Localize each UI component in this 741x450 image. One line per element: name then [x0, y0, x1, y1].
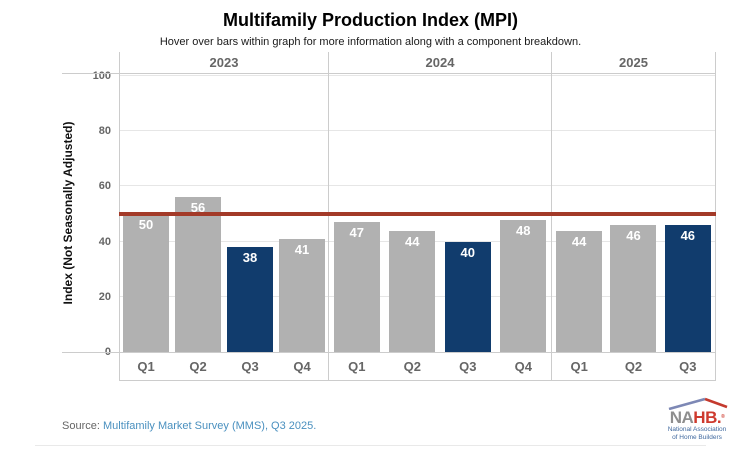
- bar-section-2023: 50 56 38 41: [119, 74, 328, 352]
- nahb-logo: NAHB.® National Association of Home Buil…: [656, 396, 738, 442]
- gridline-80: [119, 130, 716, 132]
- year-label-2024: 2024: [425, 55, 455, 70]
- bar-slot: 40: [440, 74, 496, 352]
- bar-value-label: 40: [460, 244, 475, 260]
- nahb-tagline: National Association of Home Builders: [656, 426, 738, 442]
- bar-2023-Q4[interactable]: 41: [279, 238, 325, 352]
- xlabel-slot: Q2: [385, 353, 441, 380]
- bar-2025-Q2[interactable]: 46: [610, 225, 657, 352]
- year-section-2023: 2023: [119, 52, 328, 73]
- bar-2024-Q4[interactable]: 48: [500, 219, 547, 352]
- xlabel-section-2023: Q1 Q2 Q3 Q4: [119, 353, 328, 380]
- nahb-roof-icon: [668, 397, 728, 410]
- gridline-100: [119, 75, 716, 76]
- bar-2024-Q3[interactable]: 40: [444, 241, 491, 352]
- year-header-row: 2023 2024 2025: [119, 52, 716, 73]
- bar-value-label: 44: [571, 233, 587, 249]
- bar-slot: 41: [276, 74, 328, 352]
- bar-slot: 56: [172, 74, 224, 352]
- x-tick-label-2025-Q3: Q3: [679, 359, 697, 374]
- axis-line-top-extension: [62, 73, 119, 74]
- xlabel-slot: Q3: [440, 353, 496, 380]
- bar-sections: 50 56 38 41 47 44 40 48 44 46 46: [119, 74, 716, 352]
- x-tick-label-2025-Q2: Q2: [624, 359, 643, 374]
- bar-value-label: 41: [294, 241, 310, 257]
- breakeven-reference-line: [119, 212, 716, 216]
- xlabel-slot: Q4: [276, 353, 328, 380]
- x-tick-label-2024-Q3: Q3: [459, 359, 477, 374]
- x-tick-label-2023-Q2: Q2: [189, 359, 207, 374]
- bar-value-label: 50: [138, 217, 154, 232]
- bar-2023-Q2[interactable]: 56: [175, 197, 221, 352]
- bar-value-label: 46: [680, 228, 696, 244]
- gridline-60: [119, 185, 716, 187]
- bar-slot: 46: [661, 74, 715, 352]
- source-note: Source: Multifamily Market Survey (MMS),…: [62, 420, 316, 432]
- nahb-tagline-line2: of Home Builders: [672, 434, 722, 441]
- y-tick-label-20: 20: [98, 290, 111, 303]
- nahb-wordmark-hb: HB.: [693, 408, 722, 427]
- x-tick-label-2024-Q4: Q4: [514, 359, 532, 374]
- bottom-divider: [35, 445, 706, 446]
- x-tick-label-2023-Q4: Q4: [293, 359, 311, 374]
- xlabel-slot: Q3: [224, 353, 276, 380]
- bar-slot: 48: [496, 74, 552, 352]
- xlabel-slot: Q3: [661, 353, 715, 380]
- year-label-2023: 2023: [209, 55, 239, 70]
- bar-slot: 44: [385, 74, 441, 352]
- nahb-tagline-line1: National Association: [667, 426, 727, 433]
- x-tick-label-2024-Q1: Q1: [348, 359, 366, 374]
- year-section-2024: 2024: [328, 52, 551, 73]
- year-section-2025: 2025: [551, 52, 716, 73]
- xlabel-slot: Q1: [329, 353, 385, 380]
- axis-line-zero-extension: [62, 352, 119, 353]
- nahb-wordmark: NAHB.®: [656, 408, 738, 427]
- x-tick-label-2023-Q1: Q1: [137, 359, 155, 374]
- x-axis-label-row: Q1 Q2 Q3 Q4 Q1 Q2 Q3 Q4 Q1 Q2 Q3: [119, 352, 716, 381]
- source-link[interactable]: Multifamily Market Survey (MMS), Q3 2025…: [102, 420, 317, 432]
- nahb-wordmark-na: NA: [669, 408, 694, 427]
- x-tick-label-2023-Q3: Q3: [241, 359, 259, 374]
- bar-2025-Q1[interactable]: 44: [556, 230, 603, 352]
- year-label-2025: 2025: [619, 55, 648, 70]
- y-tick-label-60: 60: [98, 180, 111, 193]
- bar-2023-Q3[interactable]: 38: [227, 247, 273, 352]
- bar-value-label: 38: [242, 250, 258, 266]
- xlabel-section-2025: Q1 Q2 Q3: [551, 353, 716, 380]
- xlabel-slot: Q1: [552, 353, 606, 380]
- xlabel-slot: Q2: [172, 353, 224, 380]
- xlabel-section-2024: Q1 Q2 Q3 Q4: [328, 353, 551, 380]
- xlabel-slot: Q4: [496, 353, 552, 380]
- bar-slot: 50: [120, 74, 172, 352]
- bar-slot: 46: [606, 74, 660, 352]
- y-tick-label-80: 80: [98, 125, 111, 138]
- bar-2024-Q2[interactable]: 44: [389, 230, 436, 352]
- y-tick-label-100: 100: [92, 70, 111, 82]
- plot-area: 50 56 38 41 47 44 40 48 44 46 46: [119, 73, 716, 352]
- bar-slot: 38: [224, 74, 276, 352]
- xlabel-slot: Q1: [120, 353, 172, 380]
- y-tick-label-40: 40: [98, 235, 111, 248]
- xlabel-slot: Q2: [606, 353, 660, 380]
- bar-section-2024: 47 44 40 48: [328, 74, 551, 352]
- bar-2023-Q1[interactable]: 50: [123, 214, 169, 352]
- nahb-registered-mark: ®: [721, 414, 725, 420]
- bar-value-label: 46: [626, 228, 641, 244]
- source-prefix: Source:: [62, 420, 100, 432]
- x-tick-label-2024-Q2: Q2: [403, 359, 421, 374]
- bar-slot: 44: [552, 74, 606, 352]
- bar-value-label: 48: [516, 222, 531, 238]
- y-axis-ticks: 020406080100: [0, 70, 111, 358]
- chart-title: Multifamily Production Index (MPI): [222, 10, 518, 30]
- bar-2025-Q3[interactable]: 46: [664, 225, 711, 352]
- bar-value-label: 56: [190, 200, 206, 216]
- bar-value-label: 44: [405, 233, 420, 249]
- bar-2024-Q1[interactable]: 47: [333, 222, 380, 352]
- chart-subtitle: Hover over bars within graph for more in…: [159, 36, 582, 48]
- bar-section-2025: 44 46 46: [551, 74, 716, 352]
- bar-slot: 47: [329, 74, 385, 352]
- bar-value-label: 47: [349, 225, 364, 241]
- x-tick-label-2025-Q1: Q1: [570, 359, 588, 374]
